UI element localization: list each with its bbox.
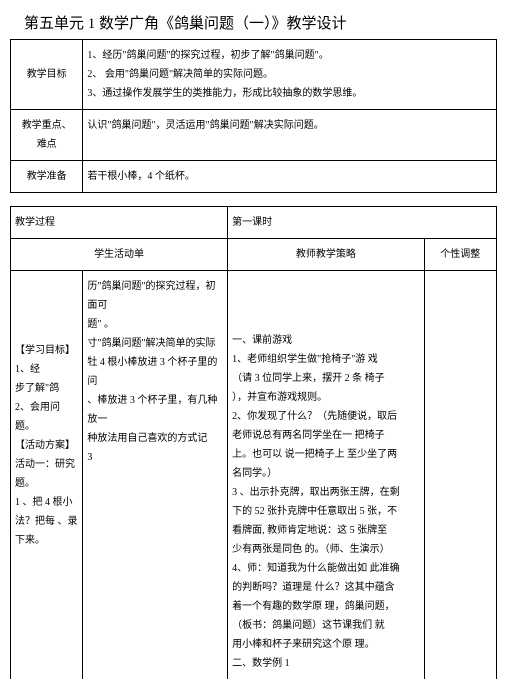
focus-label-line: 难点 [15,135,78,154]
teacher-line: 上。也可以 说一把椅子上 至少坐了两 [232,445,419,464]
student-line: 1、经 [15,360,78,379]
teacher-line: 一、课前游戏 [232,331,419,350]
goal-content: 1、经历"鸽巢问题"的探究过程，初步了解"鸽巢问题"。 2、 会用"鸽巢问题"解… [83,40,497,110]
prep-label: 教学准备 [11,161,83,193]
personal-cell [424,271,496,680]
student-line: 题。 [15,474,78,493]
focus-label: 教学重点、 难点 [11,110,83,161]
teacher-line: 二、数学例 1 [232,654,419,673]
process-period: 第一课时 [228,207,497,239]
student-line: 2、会用问 题。 [15,398,78,436]
col-personal: 个性调整 [424,239,496,271]
process-label: 教学过程 [11,207,228,239]
focus-label-line: 教学重点、 [15,116,78,135]
student-line: 1 、把 4 根小 [15,493,78,512]
teacher-line: 看牌面, 教师肯定地说：这 5 张牌至 [232,521,419,540]
teacher-line: 少有两张是同色 的。（师、生演示） [232,540,419,559]
col-student: 学生活动单 [11,239,228,271]
student-mid-line: 3 [87,448,223,467]
lesson-plan-table: 教学目标 1、经历"鸽巢问题"的探究过程，初步了解"鸽巢问题"。 2、 会用"鸽… [10,39,497,679]
student-line: 【活动方案】 [15,436,78,455]
col-teacher: 教师教学策略 [228,239,424,271]
student-goal-label: 【学习目标】 [15,341,78,360]
student-left-cell: 【学习目标】 1、经 步了解"鸽 2、会用问 题。 【活动方案】 活动一：研究 … [11,271,83,680]
teacher-line: 4、师：知道我为什么能做出如 此准确 [232,559,419,578]
teacher-line: 的判断吗？道理是 什么？这其中蕴含 [232,578,419,597]
student-line: 活动一：研究 [15,455,78,474]
section-gap [11,193,497,207]
teacher-line: 下的 52 张扑克牌中任意取出 5 张，不 [232,502,419,521]
teacher-line: 1、老师组织学生做"抢椅子"游 戏 [232,350,419,369]
student-mid-cell: 历"鸽巢问题"的探究过程，初面可 题" 。 寸"鸽巢问题"解决简单的实际 牡 4… [83,271,228,680]
student-line: 法？把每 、录 [15,512,78,531]
teacher-line: 着一个有趣的数学原 理，鸽巢问题， [232,597,419,616]
teacher-line: 2、你发现了什么？（先随便说，取后 [232,407,419,426]
teacher-line: 3 、出示扑克牌，取出两张王牌，在剩 [232,483,419,502]
goal-line: 2、 会用"鸽巢问题"解决简单的实际问题。 [87,65,492,84]
student-mid-line: 、棒放进 3 个杯子里，有几种放一 [87,391,223,429]
prep-content: 若干根小棒，4 个纸杯。 [83,161,497,193]
teacher-line: （请 3 位同学上来，摆开 2 条 椅子 [232,369,419,388]
goal-label: 教学目标 [11,40,83,110]
student-mid-line: 牡 4 根小棒放进 3 个杯子里的问 [87,353,223,391]
focus-content: 认识"鸽巢问题"，灵活运用"鸽巢问题"解决实际问题。 [83,110,497,161]
student-mid-line: 寸"鸽巢问题"解决简单的实际 [87,334,223,353]
goal-line: 1、经历"鸽巢问题"的探究过程，初步了解"鸽巢问题"。 [87,46,492,65]
student-mid-line: 题" 。 [87,315,223,334]
teacher-line: ），并宣布游戏规则。 [232,388,419,407]
teacher-line: 名同学。） [232,464,419,483]
student-line: 步了解"鸽 [15,379,78,398]
student-mid-line: 种放法用自己喜欢的方式记 [87,429,223,448]
student-line: 下来。 [15,531,78,550]
teacher-line: （板书：鸽巢问题）这节课我们 就 [232,616,419,635]
page-title: 第五单元 1 数学广角《鸽巢问题（一）》教学设计 [10,12,497,33]
teacher-line: 老师说总有两名同学坐在一 把椅子 [232,426,419,445]
goal-line: 3、通过操作发展学生的类推能力，形成比较抽象的数学思维。 [87,84,492,103]
student-mid-line: 历"鸽巢问题"的探究过程，初面可 [87,277,223,315]
teacher-cell: 一、课前游戏 1、老师组织学生做"抢椅子"游 戏 （请 3 位同学上来，摆开 2… [228,271,424,680]
